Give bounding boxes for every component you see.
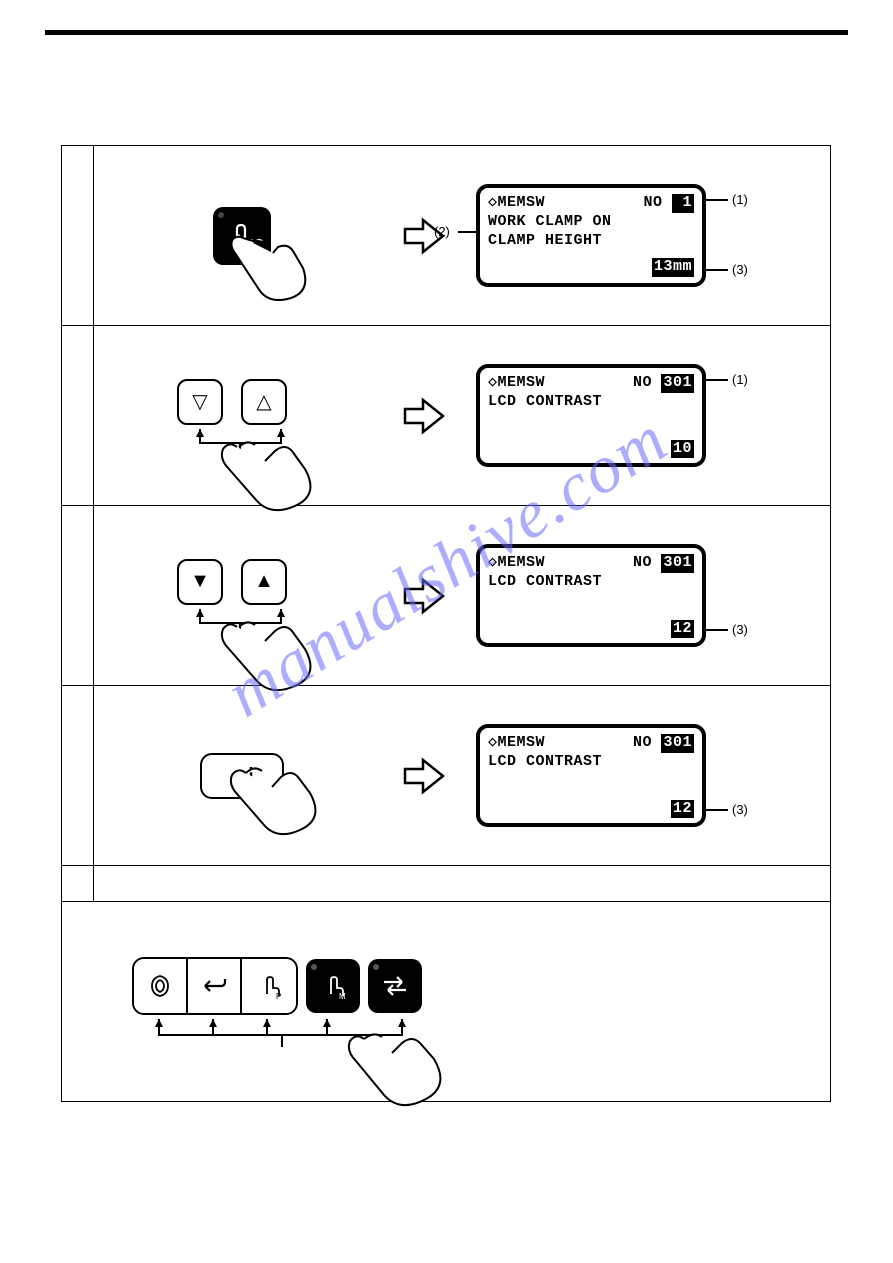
callout-3: (3): [732, 802, 748, 817]
step-3-content: ▼ ▲: [94, 506, 831, 686]
hand-pointing-icon: [223, 233, 318, 308]
swap-button[interactable]: [368, 959, 422, 1013]
lcd-value: 13mm: [652, 258, 694, 277]
up-outline-button[interactable]: △: [241, 379, 287, 425]
down-solid-button[interactable]: ▼: [177, 559, 223, 605]
callout-2: (2): [434, 224, 450, 239]
return-icon: [199, 975, 229, 997]
step-3-number-cell: [62, 506, 94, 686]
lcd-no-label: NO: [643, 194, 662, 211]
spin-icon: [146, 972, 174, 1000]
step-5-content: [94, 866, 831, 902]
callout-1: (1): [732, 372, 748, 387]
down-outline-button[interactable]: ▽: [177, 379, 223, 425]
step-2-content: ▽ △: [94, 326, 831, 506]
callout-3: (3): [732, 622, 748, 637]
svg-text:P: P: [276, 992, 281, 1000]
mode-button-group: P: [132, 957, 298, 1015]
step-5-number-cell: [62, 866, 94, 902]
callout-3: (3): [732, 262, 748, 277]
step-4-number-cell: [62, 686, 94, 866]
step-2-number-cell: [62, 326, 94, 506]
right-arrow-icon: [403, 756, 445, 796]
return-mode-button[interactable]: [188, 959, 242, 1013]
lcd-line3: CLAMP HEIGHT: [488, 232, 694, 251]
svg-text:M: M: [339, 992, 346, 1000]
hand-m-icon: M: [319, 972, 347, 1000]
lcd-screen-1: ◇MEMSW NO 1 WORK CLAMP ON CLAMP HEIGHT 1…: [476, 184, 706, 287]
m-touch-button[interactable]: M: [306, 959, 360, 1013]
swap-icon: [380, 974, 410, 998]
hand-p-icon: P: [255, 972, 283, 1000]
right-arrow-icon: [403, 576, 445, 616]
header-rule: [45, 30, 848, 35]
callout-1: (1): [732, 192, 748, 207]
step-4-content: ◇MEMSW NO 301 LCD CONTRAST 12 (3): [94, 686, 831, 866]
p-touch-button[interactable]: P: [242, 959, 296, 1013]
hand-pointing-icon: [218, 765, 328, 845]
right-arrow-icon: [403, 396, 445, 436]
lcd-header: ◇MEMSW: [488, 194, 545, 213]
lcd-screen-3: ◇MEMSW NO 301 LCD CONTRAST 12: [476, 544, 706, 647]
lcd-line2: WORK CLAMP ON: [488, 213, 694, 232]
step-1-number-cell: [62, 146, 94, 326]
step-1-content: M: [94, 146, 831, 326]
lcd-screen-2: ◇MEMSW NO 301 LCD CONTRAST 10: [476, 364, 706, 467]
spin-mode-button[interactable]: [134, 959, 188, 1013]
lcd-screen-4: ◇MEMSW NO 301 LCD CONTRAST 12: [476, 724, 706, 827]
step-6-content: P M: [62, 902, 831, 1102]
lcd-no-value: 1: [672, 194, 694, 213]
hand-pointing-icon: [332, 1031, 462, 1116]
up-solid-button[interactable]: ▲: [241, 559, 287, 605]
instruction-table: M: [61, 145, 831, 1102]
